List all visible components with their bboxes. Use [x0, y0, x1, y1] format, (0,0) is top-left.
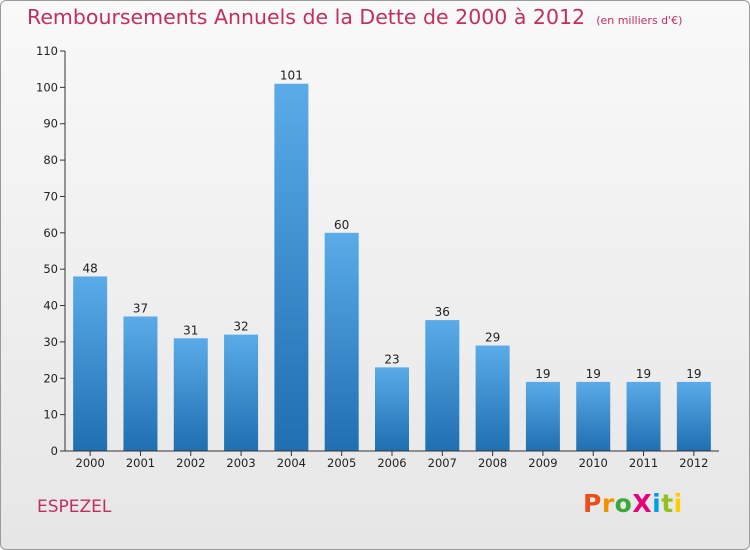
x-tick-label: 2003: [226, 456, 255, 470]
logo-letter: i: [652, 489, 662, 518]
bar-2005: [324, 232, 359, 451]
value-label: 101: [280, 69, 303, 83]
bar-2003: [224, 334, 259, 451]
chart-title-text: Remboursements Annuels de la Dette de 20…: [27, 5, 586, 29]
x-tick-label: 2004: [277, 456, 306, 470]
bar-2012: [676, 381, 711, 451]
value-label: 36: [435, 305, 450, 319]
y-tick-label: 60: [43, 226, 58, 240]
chart-title: Remboursements Annuels de la Dette de 20…: [27, 5, 682, 29]
y-tick-label: 70: [43, 189, 58, 203]
bar-2002: [173, 338, 208, 451]
y-tick-label: 100: [36, 80, 58, 94]
value-label: 19: [686, 367, 701, 381]
value-label: 19: [586, 367, 601, 381]
logo-letter: i: [673, 489, 683, 518]
y-tick-label: 10: [43, 408, 58, 422]
logo-letter: r: [601, 489, 615, 518]
bar-2011: [626, 381, 661, 451]
bars-group: 48 37 31 32 101 60 23 36 29 19 19 19 19: [73, 69, 711, 452]
chart-unit-text: (en milliers d'€): [596, 14, 683, 27]
x-tick-label: 2009: [528, 456, 557, 470]
y-tick-label: 110: [36, 44, 58, 58]
bar-2007: [425, 320, 460, 451]
y-tick-label: 80: [43, 153, 58, 167]
value-label: 60: [334, 218, 349, 232]
x-tick-label: 2001: [126, 456, 155, 470]
y-tick-label: 0: [51, 444, 58, 458]
logo-letter: X: [632, 489, 653, 518]
y-tick-label: 90: [43, 117, 58, 131]
x-tick-label: 2012: [679, 456, 708, 470]
y-tick-label: 30: [43, 335, 58, 349]
x-tick-label: 2002: [176, 456, 205, 470]
y-tick-label: 20: [43, 371, 58, 385]
value-label: 37: [133, 301, 148, 315]
value-label: 19: [535, 367, 550, 381]
x-tick-label: 2010: [579, 456, 608, 470]
x-tick-label: 2007: [428, 456, 457, 470]
y-tick-label: 50: [43, 262, 58, 276]
value-label: 32: [233, 320, 248, 334]
bar-2006: [375, 367, 409, 451]
bar-2004: [274, 83, 309, 452]
axes-group: 0 10 20 30 40 50 60 70 80 90 100 110 2000 2001 2002 200…: [36, 44, 719, 470]
x-tick-label: 2008: [478, 456, 507, 470]
y-tick-label: 40: [43, 299, 58, 313]
value-label: 19: [636, 367, 651, 381]
logo-letter: o: [614, 489, 633, 518]
commune-name: ESPEZEL: [37, 497, 112, 517]
x-tick-label: 2006: [377, 456, 406, 470]
x-tick-label: 2011: [629, 456, 658, 470]
bar-2009: [525, 381, 560, 451]
bar-2008: [475, 345, 510, 451]
value-label: 23: [384, 352, 399, 366]
bar-2000: [73, 276, 108, 451]
x-tick-label: 2005: [327, 456, 356, 470]
value-label: 29: [485, 331, 500, 345]
bar-2001: [123, 316, 158, 451]
logo-letter: t: [661, 489, 674, 518]
x-tick-label: 2000: [76, 456, 105, 470]
value-label: 48: [83, 261, 98, 275]
bar-2010: [576, 381, 611, 451]
proxiti-logo: ProXiti: [583, 489, 683, 518]
value-label: 31: [183, 323, 198, 337]
logo-letter: P: [583, 489, 602, 518]
